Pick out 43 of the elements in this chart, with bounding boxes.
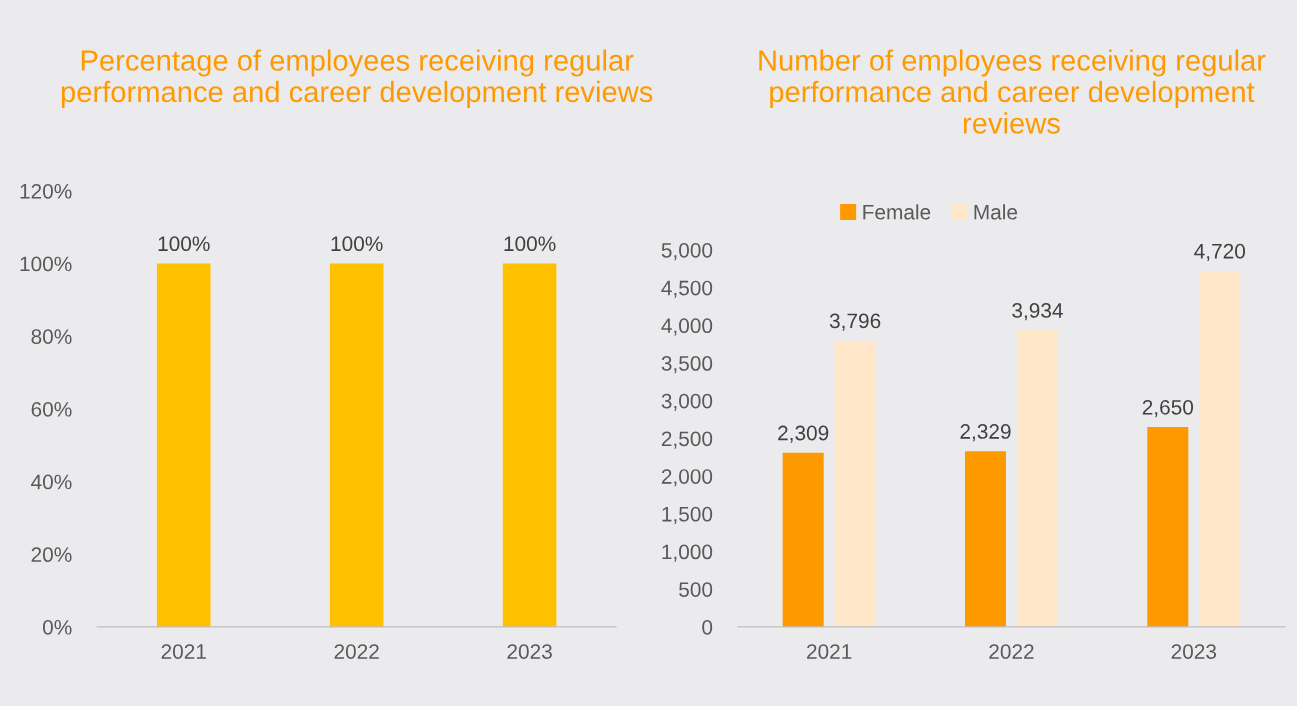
x-tick-label: 2021 <box>807 644 852 659</box>
legend-label: Female <box>863 204 931 220</box>
data-label: 3,934 <box>1012 303 1063 321</box>
x-tick-label: 2022 <box>334 644 379 659</box>
y-tick-label: 20% <box>31 547 72 563</box>
y-tick-label: 4,500 <box>661 280 713 298</box>
data-label: 100% <box>158 236 210 252</box>
chart-title: Number of employees receiving regular performance and career development reviews <box>759 49 1266 134</box>
legend-label: Male <box>974 204 1018 220</box>
bar <box>1016 330 1058 627</box>
y-tick-label: 1,000 <box>662 544 713 562</box>
x-tick-label: 2023 <box>507 644 552 659</box>
data-label: 100% <box>331 236 383 252</box>
bar <box>782 452 824 627</box>
y-tick-label: 0 <box>702 619 713 635</box>
y-tick-label: 4,000 <box>661 318 713 336</box>
y-tick-label: 2,000 <box>661 469 713 487</box>
data-label: 3,796 <box>829 313 881 331</box>
x-tick-label: 2023 <box>1171 644 1217 659</box>
x-tick-label: 2022 <box>989 644 1034 659</box>
y-tick-label: 80% <box>31 329 72 344</box>
data-label: 100% <box>504 236 556 252</box>
y-tick-label: 60% <box>31 401 72 417</box>
bar <box>964 451 1006 627</box>
y-tick-label: 2,500 <box>661 431 713 449</box>
data-label: 4,720 <box>1194 243 1246 262</box>
y-tick-label: 0% <box>42 619 72 635</box>
y-tick-label: 120% <box>20 183 72 199</box>
data-label: 2,650 <box>1142 399 1194 418</box>
bar <box>1147 427 1189 627</box>
y-tick-label: 3,000 <box>661 393 713 411</box>
x-tick-label: 2021 <box>161 644 206 659</box>
y-tick-label: 500 <box>679 582 713 597</box>
y-tick-label: 3,500 <box>661 356 713 374</box>
bar <box>1199 271 1241 627</box>
chart-title: Percentage of employees receiving regular performance and career development reviews <box>61 49 653 109</box>
data-label: 2,329 <box>960 424 1011 442</box>
y-tick-label: 5,000 <box>661 242 713 261</box>
bar <box>834 340 876 627</box>
data-label: 2,309 <box>778 425 829 443</box>
y-tick-label: 100% <box>20 256 72 272</box>
y-tick-label: 1,500 <box>662 506 713 525</box>
y-tick-label: 40% <box>31 474 72 490</box>
